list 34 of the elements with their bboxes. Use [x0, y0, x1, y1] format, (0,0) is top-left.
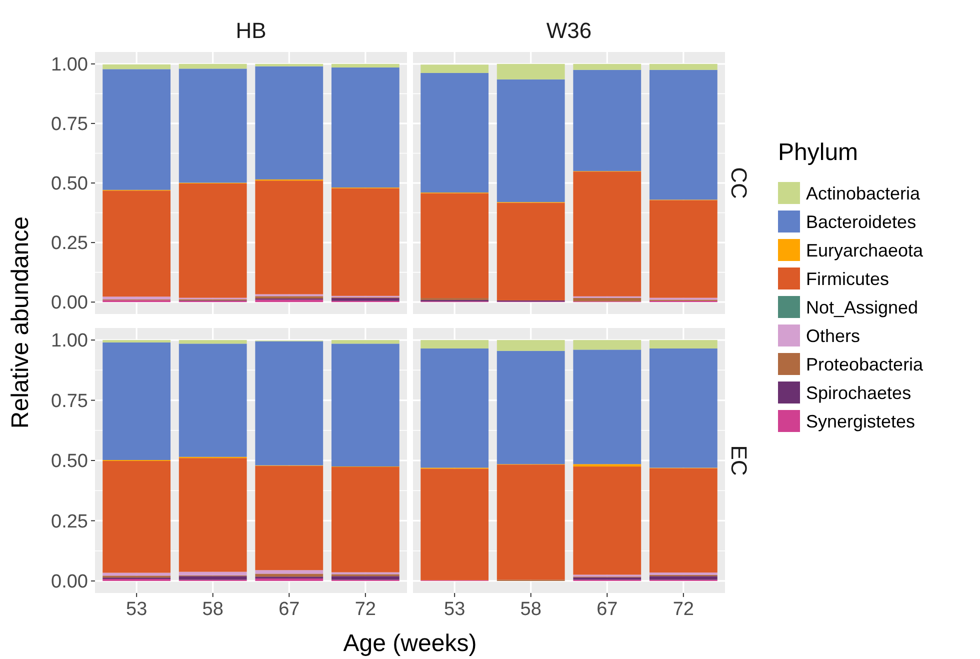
legend-label: Not_Assigned: [806, 297, 918, 318]
y-tick-label: 0.00: [51, 292, 88, 314]
y-tick-label: 0.25: [51, 233, 88, 254]
legend-label: Bacteroidetes: [806, 212, 916, 232]
chart-title: W36: [546, 18, 592, 43]
x-tick-label: 72: [354, 599, 376, 620]
legend-label: Spirochaetes: [806, 382, 912, 403]
y-tick-label: 0.00: [51, 572, 88, 593]
y-axis-title: Relative abundance: [7, 216, 34, 429]
legend-label: Others: [806, 326, 860, 346]
legend-label: Actinobacteria: [806, 183, 922, 204]
y-tick-label: 1.00: [51, 54, 88, 76]
x-tick-label: 53: [444, 599, 466, 620]
x-tick-label: 72: [672, 599, 694, 620]
y-tick-label: 1.00: [51, 330, 88, 352]
legend-label: Synergistetes: [806, 411, 916, 432]
text: CC: [726, 167, 752, 199]
x-tick-label: 58: [202, 599, 224, 620]
legend-title: Phylum: [778, 139, 858, 166]
x-tick-label: 67: [278, 599, 300, 620]
x-tick-label: 67: [596, 599, 618, 620]
y-tick-label: 0.75: [51, 390, 88, 412]
legend-label: Firmicutes: [806, 268, 890, 289]
x-tick-label: 53: [126, 599, 148, 620]
text: EC: [726, 445, 752, 476]
chart-title: HB: [236, 18, 266, 43]
x-tick-label: 58: [520, 599, 542, 620]
y-tick-label: 0.25: [51, 511, 88, 532]
legend-label: Proteobacteria: [806, 354, 924, 374]
y-tick-label: 0.75: [51, 114, 88, 136]
legend-label: Euryarchaeota: [806, 240, 924, 260]
x-axis-title: Age (weeks): [343, 630, 477, 657]
y-tick-label: 0.50: [51, 451, 88, 472]
y-tick-label: 0.50: [51, 174, 88, 195]
